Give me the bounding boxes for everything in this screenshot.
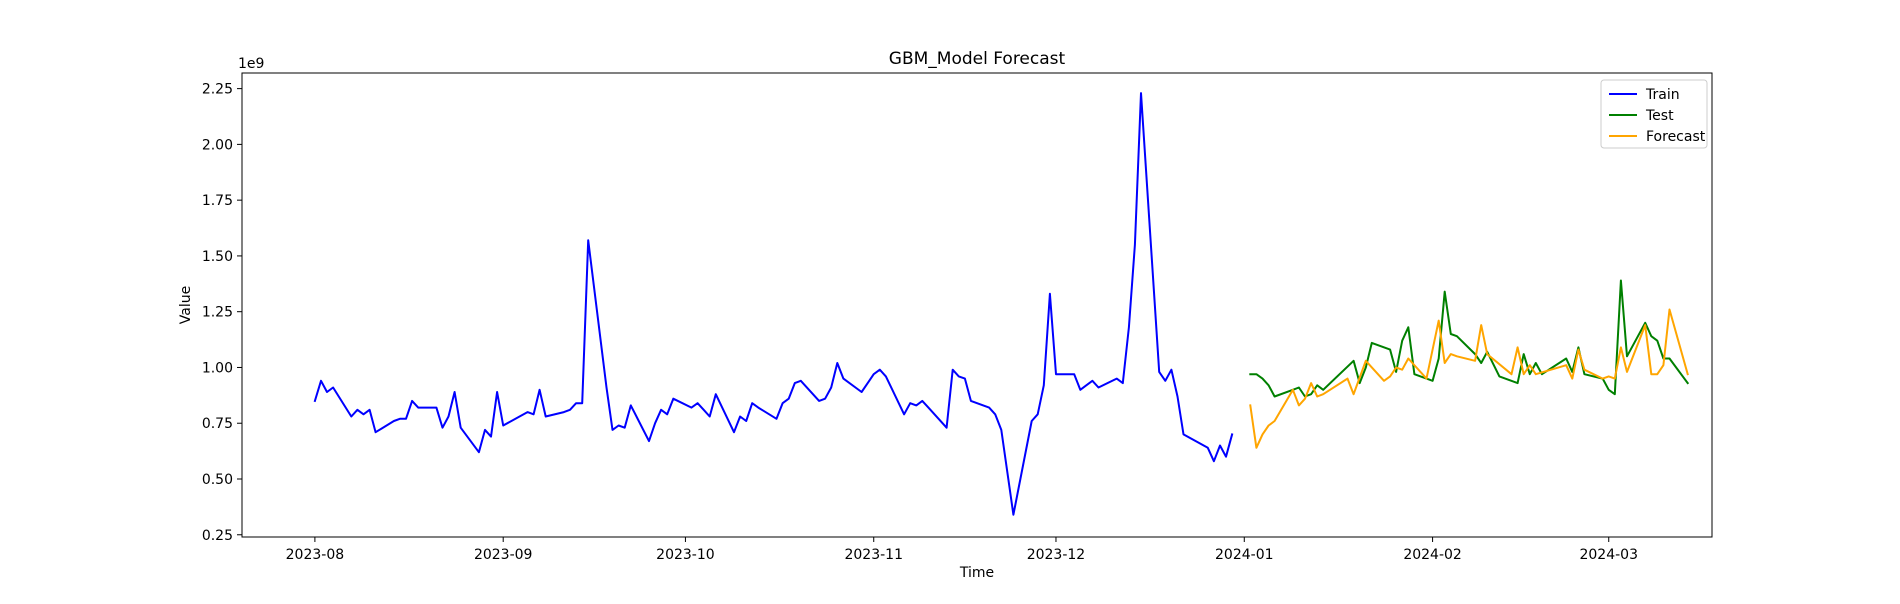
legend-label-test: Test [1645, 108, 1674, 124]
x-axis: 2023-08 2023-09 2023-10 2023-11 2023-12 2024-… [286, 537, 1638, 563]
x-tick-label: 2023-12 [1027, 547, 1086, 563]
y-tick-label: 1.25 [202, 305, 233, 321]
y-axis-offset-label: 1e9 [238, 56, 264, 72]
chart-title: GBM_Model Forecast [889, 49, 1066, 69]
y-tick-label: 2.25 [202, 82, 233, 98]
y-tick-label: 0.75 [202, 416, 233, 432]
x-tick-label: 2024-02 [1403, 547, 1462, 563]
x-axis-label: Time [959, 565, 994, 581]
x-tick-label: 2023-11 [844, 547, 903, 563]
y-tick-label: 1.00 [202, 360, 233, 376]
y-tick-label: 0.50 [202, 472, 233, 488]
legend: Train Test Forecast [1600, 79, 1708, 149]
series-line-test [1249, 279, 1690, 398]
legend-label-forecast: Forecast [1646, 129, 1706, 145]
x-tick-label: 2024-03 [1579, 547, 1638, 563]
legend-box [1600, 79, 1708, 149]
series-lines [313, 92, 1690, 516]
legend-label-train: Train [1645, 87, 1680, 103]
y-tick-label: 2.00 [202, 137, 233, 153]
y-tick-label: 0.25 [202, 528, 233, 544]
x-tick-label: 2024-01 [1215, 547, 1274, 563]
series-line-forecast [1249, 308, 1689, 449]
series-line-train [313, 92, 1234, 516]
x-tick-label: 2023-10 [656, 547, 715, 563]
x-tick-label: 2023-08 [286, 547, 345, 563]
plot-frame [241, 72, 1713, 538]
legend-items: Train Test Forecast [1609, 87, 1706, 145]
y-tick-label: 1.50 [202, 249, 233, 265]
x-tick-label: 2023-09 [474, 547, 533, 563]
y-axis-label: Value [178, 286, 194, 324]
y-tick-label: 1.75 [202, 193, 233, 209]
y-axis: 0.25 0.50 0.75 1.00 1.25 1.50 1.75 2.00 2.25 [202, 82, 242, 544]
